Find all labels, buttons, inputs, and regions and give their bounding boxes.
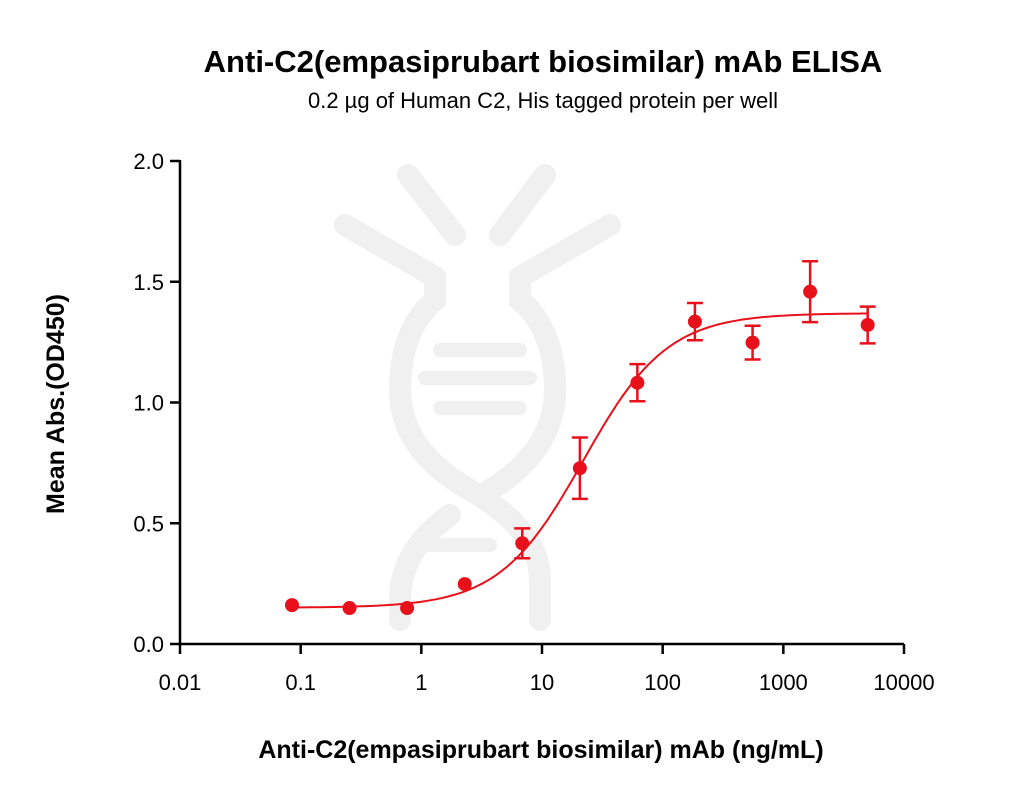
watermark-stroke <box>388 269 551 631</box>
data-point <box>515 536 530 551</box>
data-point <box>687 314 702 329</box>
axes: 0.01 0.1 1 10 100 1000 10000 0.0 0.5 1.0 1.5 2.0 <box>133 149 934 695</box>
y-tick-label: 1.5 <box>133 270 164 295</box>
data-point <box>400 601 415 616</box>
watermark-stroke <box>489 164 556 246</box>
x-tick-label: 1 <box>415 670 427 695</box>
y-tick-label: 1.0 <box>133 391 164 416</box>
y-tick-label: 2.0 <box>133 149 164 174</box>
watermark-stroke <box>479 269 567 501</box>
data-point <box>457 577 472 592</box>
y-tick-label: 0.0 <box>133 632 164 657</box>
y-tick-label: 0.5 <box>133 511 164 536</box>
watermark-stroke <box>509 214 621 288</box>
data-point <box>803 284 818 299</box>
dna-watermark-logo <box>334 164 621 631</box>
x-tick-label: 0.1 <box>285 670 316 695</box>
plot-area <box>284 259 876 616</box>
watermark-stroke <box>397 164 466 246</box>
data-point <box>572 461 587 476</box>
x-tick-label: 1000 <box>759 670 808 695</box>
data-point <box>630 375 645 390</box>
x-tick-label: 0.01 <box>159 670 202 695</box>
x-tick-label: 100 <box>644 670 681 695</box>
data-point <box>342 601 357 616</box>
data-point <box>860 317 875 332</box>
watermark-stroke <box>334 214 446 288</box>
data-point <box>745 335 760 350</box>
y-axis-label: Mean Abs.(OD450) <box>42 294 70 514</box>
watermark-stroke <box>389 504 461 631</box>
data-point <box>284 598 299 613</box>
chart-subtitle: 0.2 µg of Human C2, His tagged protein p… <box>308 88 778 113</box>
x-tick-label: 10 <box>530 670 554 695</box>
chart-title: Anti-C2(empasiprubart biosimilar) mAb EL… <box>204 44 883 79</box>
x-axis-label: Anti-C2(empasiprubart biosimilar) mAb (n… <box>258 736 823 764</box>
x-tick-label: 10000 <box>873 670 934 695</box>
